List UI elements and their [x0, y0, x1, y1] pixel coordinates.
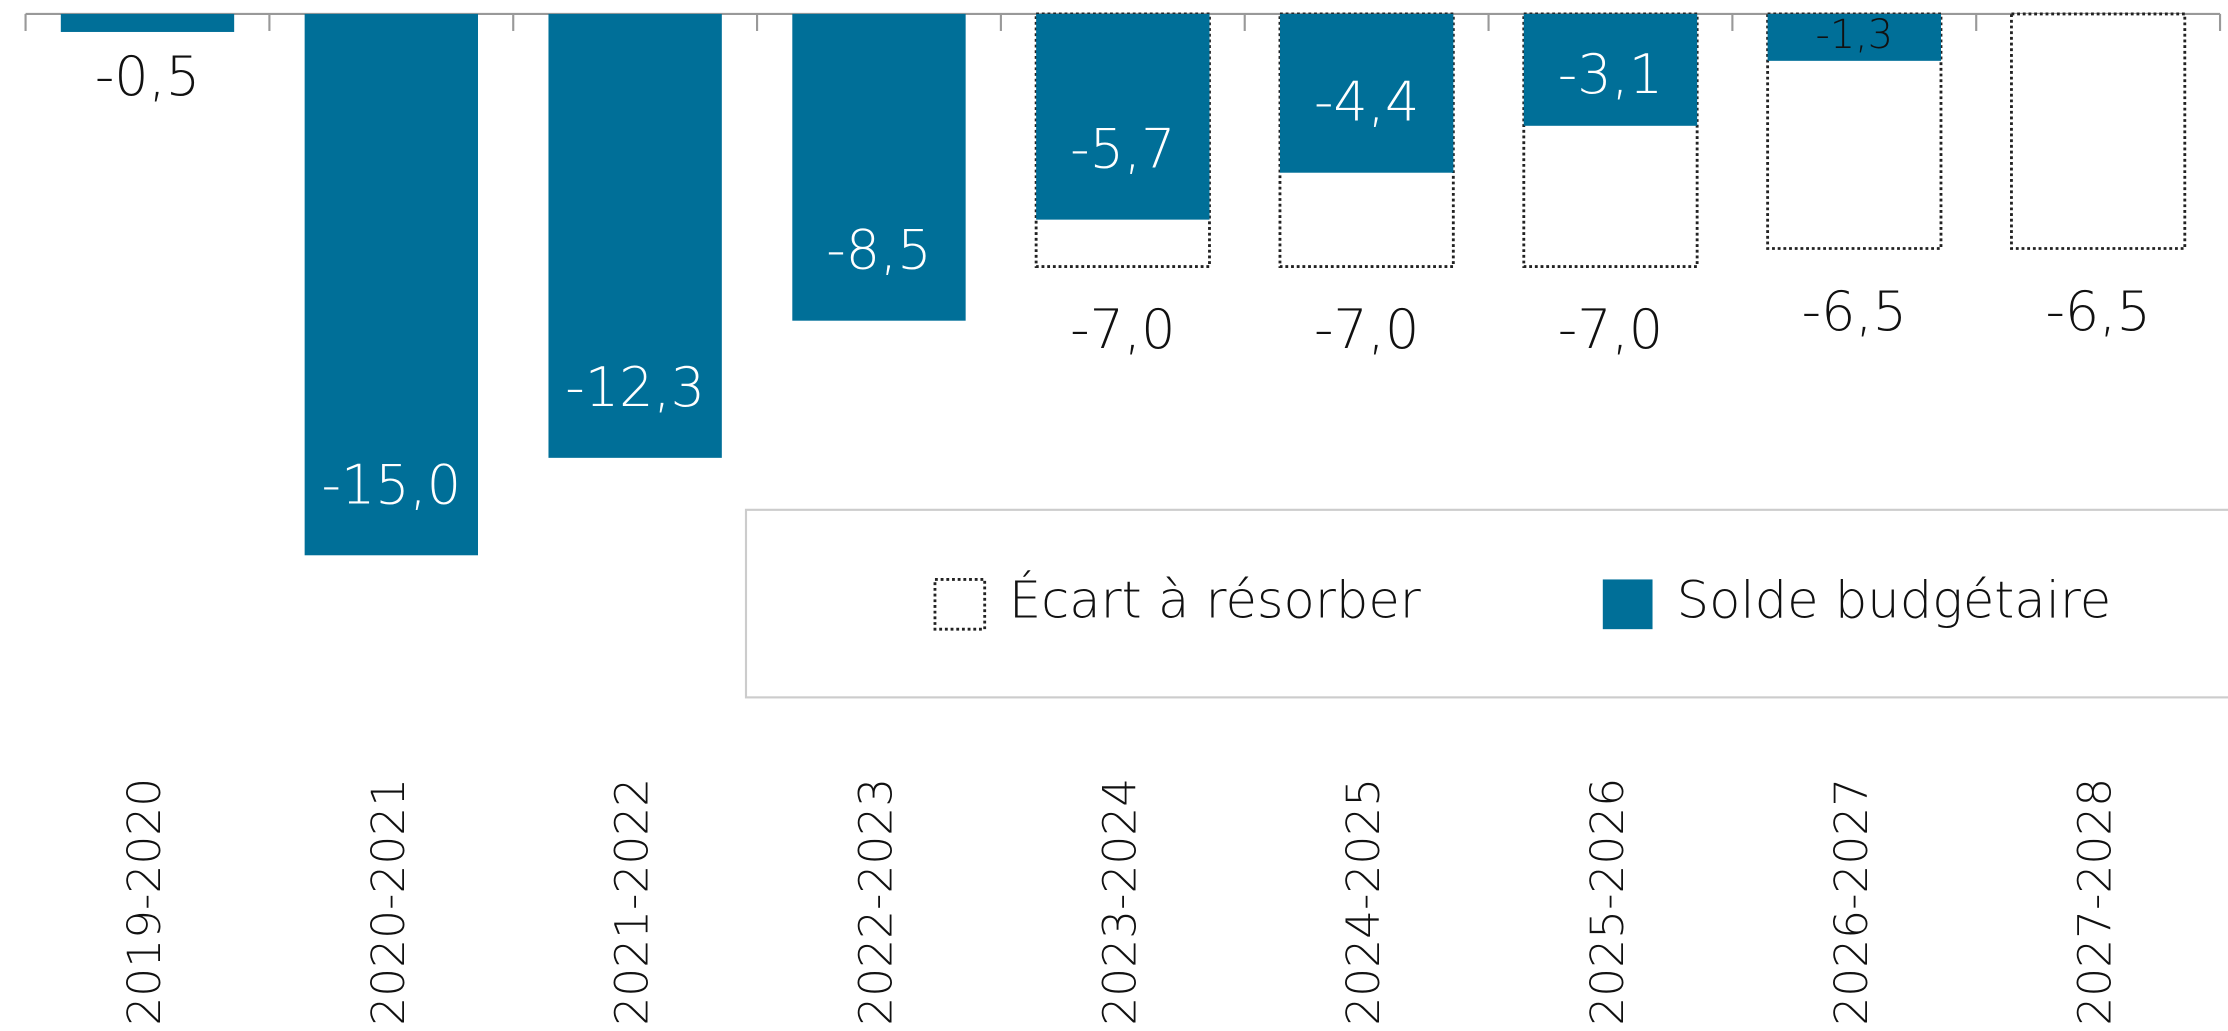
total-label: -7,0 — [1314, 298, 1419, 361]
x-tick-label: 2026-2027 — [1825, 778, 1878, 1026]
x-tick-label: 2019-2020 — [118, 778, 171, 1026]
value-label: -1,3 — [1816, 12, 1894, 58]
legend-label: Écart à résorber — [1009, 570, 1421, 631]
solde-bar — [1279, 13, 1454, 173]
total-label: -7,0 — [1558, 298, 1663, 361]
legend-box — [744, 508, 2228, 699]
x-tick-label: 2025-2026 — [1581, 778, 1634, 1026]
value-label: -5,7 — [1070, 118, 1175, 181]
solde-bar — [304, 13, 478, 556]
total-label: -7,0 — [1070, 298, 1175, 361]
total-label: -6,5 — [2045, 280, 2150, 343]
legend-label: Solde budgétaire — [1677, 572, 2112, 631]
x-tick-label: 2023-2024 — [1093, 778, 1146, 1026]
x-tick-label: 2020-2021 — [362, 778, 415, 1026]
total-label: -6,5 — [1802, 280, 1907, 343]
value-label: -0,5 — [95, 45, 200, 108]
solde-bar — [1523, 13, 1698, 126]
legend-swatch — [1602, 579, 1653, 630]
x-tick-label: 2022-2023 — [849, 778, 902, 1026]
solde-bar — [1767, 13, 1941, 61]
x-tick-label: 2021-2022 — [606, 778, 659, 1026]
solde-bar — [1036, 13, 1210, 220]
solde-bar — [548, 13, 722, 458]
value-label: -12,3 — [565, 356, 705, 419]
solde-bar — [60, 13, 235, 32]
value-label: -8,5 — [826, 219, 931, 282]
x-tick-label: 2027-2028 — [2069, 778, 2122, 1026]
legend-swatch — [933, 578, 987, 631]
x-tick-label: 2024-2025 — [1337, 778, 1390, 1026]
value-label: -15,0 — [321, 453, 461, 516]
gap-bar — [2010, 12, 2187, 250]
value-label: -3,1 — [1558, 43, 1663, 106]
solde-bar — [792, 13, 966, 321]
value-label: -4,4 — [1314, 71, 1419, 134]
